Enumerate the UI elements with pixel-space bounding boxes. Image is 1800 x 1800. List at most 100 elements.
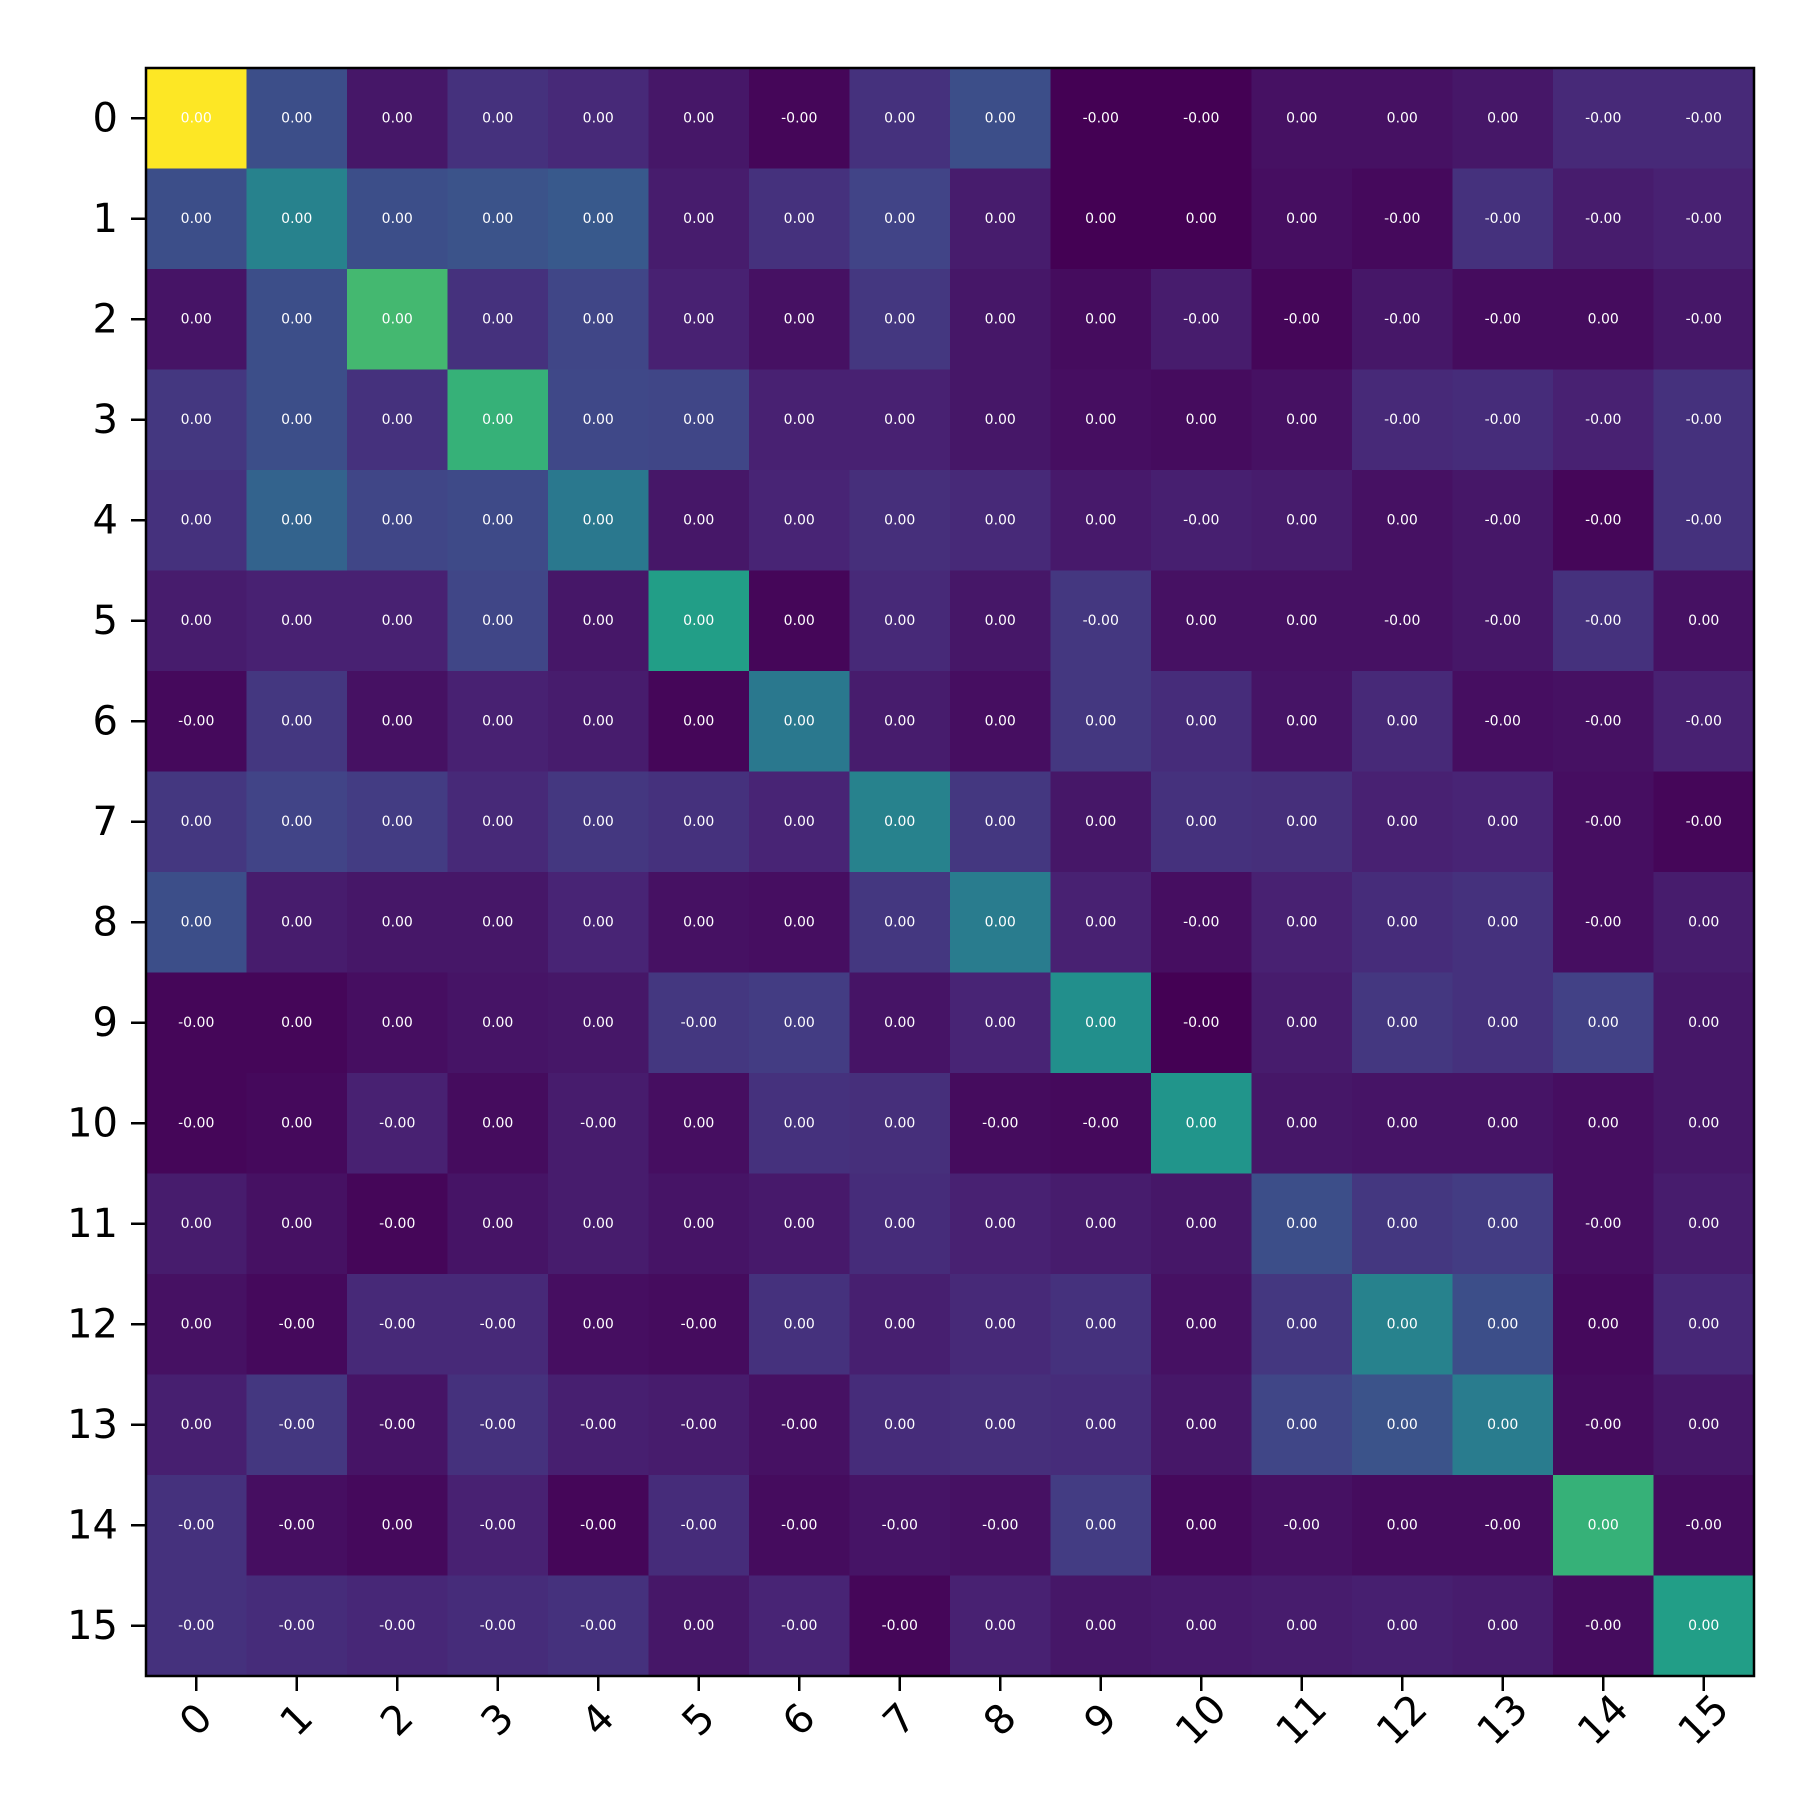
cell-value-label: -0.00 [580, 1517, 616, 1533]
cell-value-label: 0.00 [482, 110, 513, 126]
heatmap-cell [849, 68, 951, 169]
cell-value-label: -0.00 [781, 1417, 817, 1433]
cell-value-label: 0.00 [382, 1015, 413, 1031]
cell-value-label: -0.00 [1686, 412, 1722, 428]
heatmap-cell [1050, 168, 1152, 270]
cell-value-label: 0.00 [281, 512, 312, 528]
heatmap-cell [1653, 1274, 1755, 1375]
heatmap-cell [1251, 470, 1353, 571]
heatmap-cell [1553, 168, 1654, 270]
cell-value-label: -0.00 [1485, 1517, 1521, 1533]
heatmap-cell [849, 1274, 951, 1375]
heatmap-cell [1050, 1374, 1152, 1476]
heatmap-cell [1352, 470, 1453, 571]
heatmap-cell [1653, 771, 1755, 873]
heatmap-cell [347, 1173, 448, 1275]
cell-value-label: 0.00 [382, 412, 413, 428]
cell-value-label: -0.00 [1585, 814, 1621, 830]
heatmap-cell [1452, 1274, 1554, 1375]
cell-value-label: -0.00 [681, 1316, 717, 1332]
x-tick-label: 1 [271, 1695, 322, 1746]
heatmap-cell [548, 872, 649, 973]
heatmap-cell [849, 168, 951, 270]
cell-value-label: 0.00 [1286, 713, 1317, 729]
y-tick-label: 4 [93, 497, 118, 543]
cell-value-label: 0.00 [1487, 814, 1518, 830]
heatmap-cell [347, 771, 448, 873]
cell-value-label: 0.00 [1085, 1517, 1116, 1533]
cell-value-label: 0.00 [884, 412, 915, 428]
cell-value-label: 0.00 [1588, 1517, 1619, 1533]
cell-value-label: 0.00 [985, 713, 1016, 729]
heatmap-cell [950, 872, 1051, 973]
heatmap-cell [1251, 1374, 1353, 1476]
cell-value-label: -0.00 [379, 1618, 415, 1634]
heatmap-cell [950, 470, 1051, 571]
heatmap-cell [950, 1475, 1051, 1576]
y-tick-label: 13 [67, 1402, 118, 1448]
cell-value-label: 0.00 [281, 412, 312, 428]
cell-value-label: -0.00 [480, 1316, 516, 1332]
cell-value-label: 0.00 [1085, 211, 1116, 227]
cell-value-label: 0.00 [985, 814, 1016, 830]
heatmap-cell [447, 1475, 549, 1576]
heatmap-cell [1653, 168, 1755, 270]
heatmap-cell [1251, 771, 1353, 873]
cell-value-label: 0.00 [1688, 1417, 1719, 1433]
heatmap-cell [447, 369, 549, 471]
heatmap-cell [849, 1374, 951, 1476]
cell-value-label: -0.00 [681, 1015, 717, 1031]
heatmap-cell [849, 1173, 951, 1275]
cell-value-label: -0.00 [1183, 914, 1219, 930]
heatmap-cell [347, 269, 448, 370]
x-tick-label: 8 [975, 1695, 1026, 1746]
cell-value-label: -0.00 [781, 1517, 817, 1533]
heatmap-cell [1251, 872, 1353, 973]
heatmap-cell [1251, 1475, 1353, 1576]
heatmap-cell [1553, 671, 1654, 772]
heatmap-cell [749, 1374, 850, 1476]
heatmap-cell [749, 972, 850, 1074]
heatmap-cell [648, 1475, 750, 1576]
cell-value-label: 0.00 [884, 512, 915, 528]
heatmap-cell [1352, 570, 1453, 672]
heatmap-cell [1653, 1475, 1755, 1576]
heatmap-cell [347, 470, 448, 571]
cell-value-label: -0.00 [480, 1417, 516, 1433]
heatmap-cell [1050, 470, 1152, 571]
heatmap-cell [548, 470, 649, 571]
heatmap-cell [447, 1173, 549, 1275]
x-tick-label: 6 [774, 1695, 825, 1746]
heatmap-cell [849, 369, 951, 471]
y-tick-label: 10 [67, 1100, 118, 1146]
cell-value-label: 0.00 [1286, 1216, 1317, 1232]
cell-value-label: 0.00 [884, 613, 915, 629]
heatmap-cell [1452, 168, 1554, 270]
cell-value-label: 0.00 [1387, 1115, 1418, 1131]
heatmap-cell [548, 1575, 649, 1677]
cell-value-label: 0.00 [784, 914, 815, 930]
cell-value-label: 0.00 [181, 1417, 212, 1433]
cell-value-label: 0.00 [1286, 1015, 1317, 1031]
heatmap-cell [749, 68, 850, 169]
cell-value-label: 0.00 [1487, 1316, 1518, 1332]
cell-value-label: 0.00 [1085, 713, 1116, 729]
heatmap-cell [950, 1274, 1051, 1375]
cell-value-label: 0.00 [1085, 1015, 1116, 1031]
heatmap-cell [849, 671, 951, 772]
cell-value-label: 0.00 [1387, 512, 1418, 528]
heatmap-cell [1251, 1073, 1353, 1174]
cell-value-label: 0.00 [1487, 914, 1518, 930]
cell-value-label: -0.00 [1485, 713, 1521, 729]
heatmap-cell [447, 972, 549, 1074]
heatmap-cell [749, 470, 850, 571]
heatmap-cell [1653, 269, 1755, 370]
heatmap-cell [1452, 972, 1554, 1074]
cell-value-label: -0.00 [580, 1618, 616, 1634]
heatmap-cell [648, 570, 750, 672]
heatmap-cell [146, 570, 247, 672]
cell-value-label: 0.00 [985, 914, 1016, 930]
cell-value-label: 0.00 [482, 311, 513, 327]
cell-value-label: 0.00 [784, 1115, 815, 1131]
